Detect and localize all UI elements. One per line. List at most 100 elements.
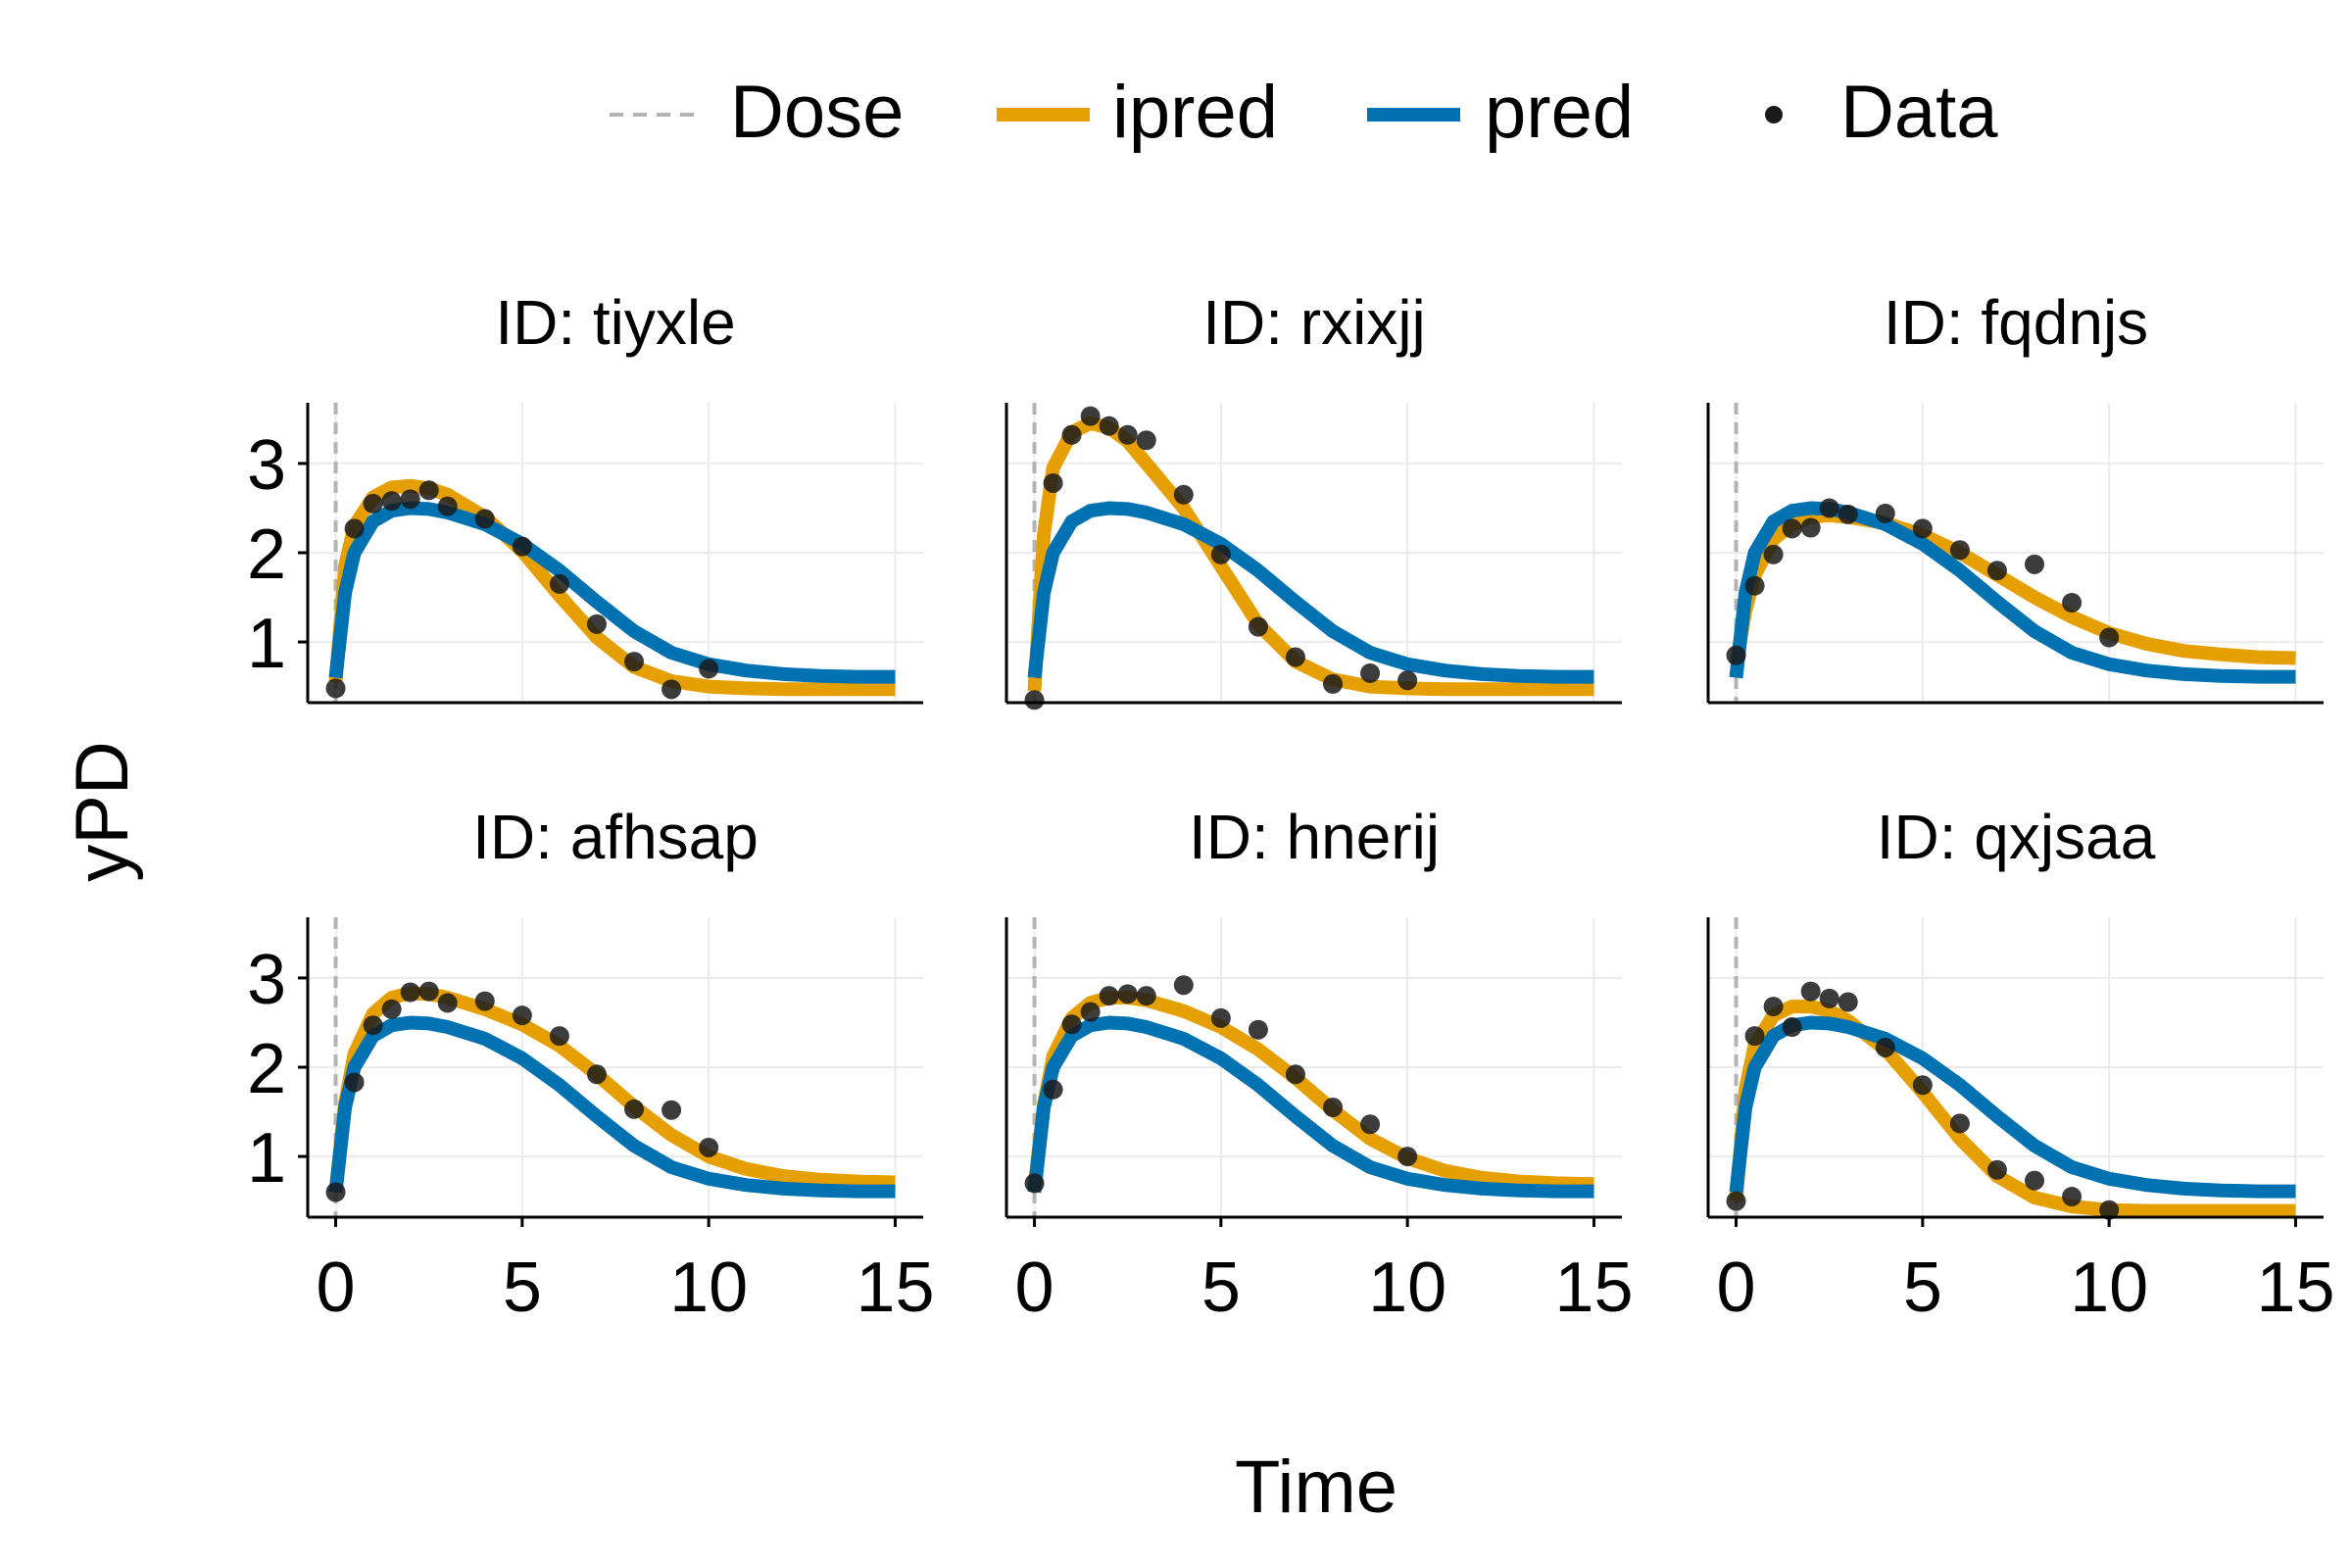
data-point [1061,1014,1082,1035]
data-point [344,1072,365,1093]
data-point [2025,554,2045,574]
data-point [1949,1113,1970,1134]
legend-item-dose: Dose [610,71,904,154]
panel-3: ID: fqdnjs [1706,287,2324,705]
x-tick-label: 15 [856,1249,934,1327]
data-point [699,1137,719,1157]
data-point [437,993,458,1013]
data-point [662,679,682,700]
data-point [1763,997,1784,1017]
data-point [400,982,420,1003]
data-point [549,1026,569,1047]
data-point [1285,1064,1305,1085]
legend-label-pred: pred [1485,71,1634,154]
data-point [1173,484,1194,505]
data-point [2062,1187,2082,1207]
data-point [1323,1097,1344,1117]
data-point [1726,645,1746,665]
data-point [699,659,719,679]
data-point [474,509,495,529]
data-point [1080,406,1101,426]
data-point [624,1099,645,1119]
data-point [1117,424,1138,445]
x-tick-label: 0 [1015,1249,1054,1327]
data-point [1838,504,1858,524]
data-point [1782,518,1802,539]
y-axis-label: yPD [61,741,144,882]
data-point [1173,975,1194,996]
data-point [363,1015,383,1036]
data-point [1875,503,1895,523]
pred-line [1027,1015,1594,1199]
data-point [1117,984,1138,1004]
data-point [586,613,607,634]
panels: ID: tiyxle 1 2 3 ID: rxixjj ID: fqdnjs ID: afh… [247,287,2335,1327]
data-point [1763,544,1784,564]
data-point [624,652,645,672]
ipred-line [1729,508,2296,666]
x-tick-label: 5 [503,1249,542,1327]
data-point [1726,1191,1746,1211]
y-tick-label: 1 [247,1119,286,1198]
data-point [1397,670,1418,691]
y-tick-label: 2 [247,515,286,594]
data-point [325,678,346,699]
data-point [512,1005,532,1026]
panel-2: ID: rxixjj [1004,287,1622,710]
data-point [1800,517,1821,538]
data-point [586,1064,607,1085]
data-point [437,496,458,516]
legend-label-ipred: ipred [1112,71,1278,154]
data-point [1136,430,1156,451]
panel-title: ID: tiyxle [495,287,735,358]
panel-6: ID: qxjsaa 0 5 10 15 [1706,802,2335,1327]
legend: Dose ipred pred Data [610,71,1998,154]
panel-title: ID: fqdnjs [1884,287,2148,358]
pred-line [1027,501,1594,684]
y-tick-label: 3 [247,426,286,505]
data-point [1875,1037,1895,1057]
data-point [1744,1026,1765,1047]
panel-5: ID: hnerij 0 5 10 15 [1004,802,1634,1327]
panel-title: ID: qxjsaa [1877,802,2156,872]
data-point [1043,472,1063,493]
data-point [2099,1200,2120,1220]
data-point [549,573,569,594]
data-point [1782,1017,1802,1038]
legend-item-pred: pred [1367,71,1634,154]
panel-title: ID: afhsap [472,802,759,872]
x-tick-label: 15 [2256,1249,2334,1327]
legend-item-ipred: ipred [997,71,1278,154]
x-tick-label: 10 [1368,1249,1446,1327]
data-point [1360,1114,1381,1135]
y-tick-label: 3 [247,941,286,1019]
pred-line [1729,1015,2296,1199]
legend-item-data: Data [1765,71,1998,154]
data-point [1986,1159,2007,1180]
pred-line [1729,501,2296,684]
x-tick-label: 15 [1554,1249,1633,1327]
legend-label-dose: Dose [730,71,904,154]
data-point [1248,1019,1268,1040]
legend-label-data: Data [1840,71,1998,154]
x-tick-label: 0 [1717,1249,1756,1327]
data-point [381,491,402,512]
data-point [1819,988,1839,1008]
data-point [2099,627,2120,648]
legend-swatch-data [1765,106,1783,123]
data-point [474,991,495,1011]
data-point [1912,1075,1933,1096]
x-tick-label: 0 [317,1249,356,1327]
data-point [1024,690,1045,710]
data-point [2062,593,2082,612]
data-point [418,480,439,501]
data-point [1080,1002,1101,1022]
data-point [1949,540,1970,561]
data-point [381,999,402,1019]
data-point [418,981,439,1002]
data-point [1744,575,1765,596]
data-point [1819,498,1839,518]
x-tick-label: 10 [2070,1249,2148,1327]
y-tick-label: 1 [247,605,286,683]
